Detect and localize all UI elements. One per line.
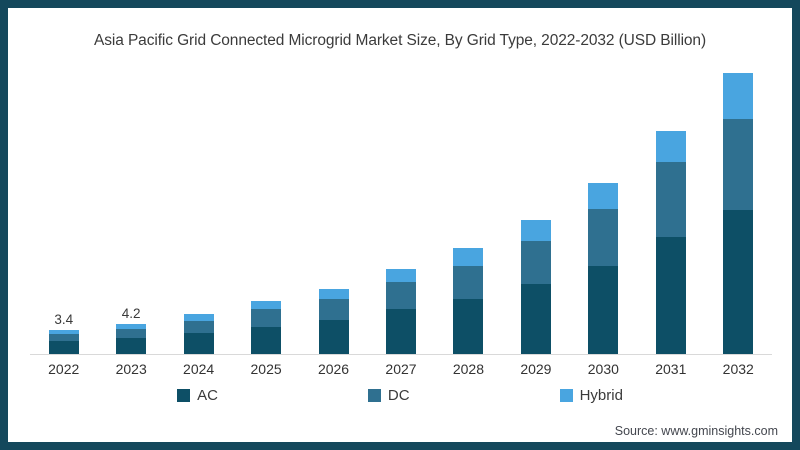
bar-segment-hybrid-2032: [723, 73, 754, 119]
stacked-bar-2024: [183, 314, 214, 354]
x-tick-label-2032: 2032: [722, 361, 754, 377]
stacked-bar-2030: [588, 183, 619, 354]
bar-segment-dc-2026: [318, 299, 349, 321]
bar-segment-hybrid-2024: [183, 314, 214, 321]
stacked-bar-2028: [453, 248, 484, 354]
legend-swatch-icon: [559, 389, 573, 402]
bar-column-2024: [165, 314, 232, 354]
bar-value-label-2022: 3.4: [54, 311, 74, 327]
x-tick-label-2025: 2025: [250, 361, 282, 377]
bar-segment-hybrid-2030: [588, 183, 619, 210]
bar-segment-hybrid-2027: [385, 269, 416, 283]
bar-column-2025: [232, 301, 299, 354]
x-tick-label-2026: 2026: [317, 361, 350, 377]
bar-segment-hybrid-2022: [48, 329, 79, 334]
bar-segment-ac-2023: [116, 338, 147, 354]
bar-column-2029: [502, 220, 569, 354]
bar-column-2031: [637, 130, 704, 354]
bar-segment-ac-2022: [48, 341, 79, 354]
bar-column-2032: [705, 73, 772, 354]
bar-segment-ac-2028: [453, 299, 484, 354]
x-tick-label-2022: 2022: [48, 361, 80, 377]
bar-segment-dc-2027: [385, 282, 416, 310]
bar-segment-ac-2029: [520, 284, 551, 354]
legend-label: AC: [197, 387, 218, 404]
x-tick-label-2029: 2029: [520, 361, 552, 377]
bar-segment-hybrid-2029: [520, 220, 551, 242]
bar-segment-dc-2022: [48, 333, 79, 341]
bar-segment-hybrid-2025: [251, 301, 282, 310]
bar-segment-dc-2030: [588, 209, 619, 267]
bar-segment-dc-2024: [183, 320, 214, 334]
x-tick-label-2027: 2027: [385, 361, 417, 377]
bar-column-2022: 3.4: [30, 312, 97, 354]
bar-segment-dc-2025: [251, 309, 282, 327]
x-tick-label-2030: 2030: [587, 361, 619, 377]
stacked-bar-2032: [723, 73, 754, 354]
stacked-bar-2027: [385, 269, 416, 354]
x-tick-label-2028: 2028: [452, 361, 485, 377]
source-attribution: Source: www.gminsights.com: [614, 424, 778, 438]
bar-segment-dc-2031: [655, 161, 686, 237]
x-tick-label-2023: 2023: [115, 361, 147, 377]
bar-value-label-2023: 4.2: [121, 305, 141, 321]
stacked-bar-2029: [520, 220, 551, 354]
stacked-bar-2031: [655, 130, 686, 354]
bar-segment-dc-2032: [723, 118, 754, 210]
bar-column-2028: [435, 248, 502, 354]
bar-segment-ac-2024: [183, 333, 214, 354]
bar-column-2023: 4.2: [97, 306, 164, 354]
legend-item-dc: DC: [367, 387, 410, 404]
bar-segment-ac-2030: [588, 266, 619, 354]
bar-segment-ac-2025: [251, 326, 282, 354]
bar-segment-hybrid-2023: [116, 323, 147, 329]
bar-segment-ac-2032: [723, 210, 754, 354]
bar-segment-ac-2026: [318, 320, 349, 354]
legend-swatch-icon: [367, 389, 381, 402]
bar-column-2027: [367, 269, 434, 354]
x-tick-label-2031: 2031: [655, 361, 687, 377]
plot-area: 3.4 4.2: [30, 64, 772, 355]
legend: AC DC Hybrid: [8, 387, 792, 404]
bar-segment-ac-2027: [385, 309, 416, 354]
bar-segment-dc-2029: [520, 241, 551, 285]
bar-column-2030: [570, 183, 637, 354]
stacked-bar-2023: [116, 323, 147, 354]
legend-item-hybrid: Hybrid: [559, 387, 623, 404]
bar-segment-hybrid-2028: [453, 248, 484, 266]
chart-title: Asia Pacific Grid Connected Microgrid Ma…: [93, 32, 707, 49]
x-tick-label-2024: 2024: [183, 361, 215, 377]
legend-swatch-icon: [177, 389, 191, 402]
stacked-bar-2022: [48, 329, 79, 354]
bar-segment-dc-2028: [453, 265, 484, 300]
bar-column-2026: [300, 289, 367, 354]
bar-segment-dc-2023: [116, 328, 147, 339]
legend-label: Hybrid: [579, 387, 623, 404]
bar-segment-hybrid-2026: [318, 289, 349, 300]
legend-item-ac: AC: [177, 387, 218, 404]
bar-segment-ac-2031: [655, 236, 686, 354]
x-axis-labels: 2022 2023 2024 2025 2026 2027 2028 2029 2030 2031…: [30, 355, 772, 377]
stacked-bar-2025: [251, 301, 282, 354]
legend-label: DC: [387, 387, 410, 404]
stacked-bar-2026: [318, 289, 349, 354]
bar-segment-hybrid-2031: [655, 130, 686, 162]
